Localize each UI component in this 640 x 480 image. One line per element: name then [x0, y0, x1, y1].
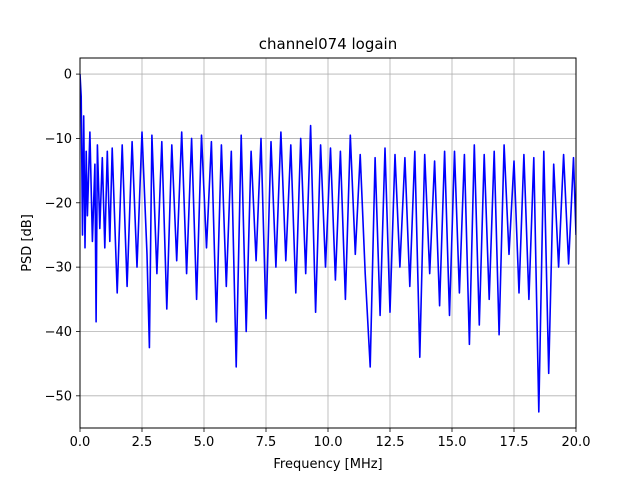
y-tick-label: −20 — [45, 196, 72, 211]
x-tick-label: 0.0 — [70, 435, 91, 450]
x-tick-label: 5.0 — [194, 435, 215, 450]
y-tick-label: −50 — [45, 389, 72, 404]
psd-series-line — [80, 74, 576, 413]
y-tick-label: 0 — [64, 68, 72, 83]
y-axis-label: PSD [dB] — [20, 214, 35, 272]
x-tick-label: 20.0 — [562, 435, 591, 450]
x-tick-label: 7.5 — [256, 435, 277, 450]
x-tick-label: 12.5 — [376, 435, 405, 450]
x-tick-label: 15.0 — [438, 435, 467, 450]
y-tick-label: −30 — [45, 261, 72, 276]
x-tick-label: 10.0 — [314, 435, 343, 450]
ticks: 0.0 2.5 5.0 7.5 10.0 12.5 15.0 17.5 20.0 0 −10 −20 −… — [45, 68, 591, 450]
y-tick-label: −40 — [45, 325, 72, 340]
x-tick-label: 2.5 — [132, 435, 153, 450]
x-tick-label: 17.5 — [500, 435, 529, 450]
chart-title: channel074 logain — [259, 35, 398, 53]
series-layer — [80, 74, 576, 413]
y-tick-label: −10 — [45, 132, 72, 147]
x-axis-label: Frequency [MHz] — [273, 457, 382, 472]
